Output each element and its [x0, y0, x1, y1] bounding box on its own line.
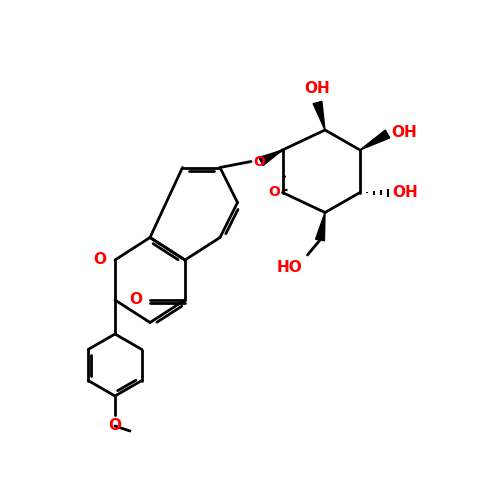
- Text: OH: OH: [392, 185, 418, 200]
- Text: HO: HO: [277, 260, 302, 275]
- Text: OH: OH: [391, 125, 417, 140]
- Text: O: O: [130, 292, 142, 308]
- Text: O: O: [93, 252, 106, 268]
- Text: OH: OH: [304, 81, 330, 96]
- Text: O: O: [268, 186, 280, 200]
- Polygon shape: [316, 212, 325, 241]
- Text: O: O: [254, 154, 266, 168]
- Text: O: O: [108, 418, 122, 432]
- Polygon shape: [259, 150, 282, 166]
- Polygon shape: [313, 102, 325, 130]
- Polygon shape: [360, 130, 390, 150]
